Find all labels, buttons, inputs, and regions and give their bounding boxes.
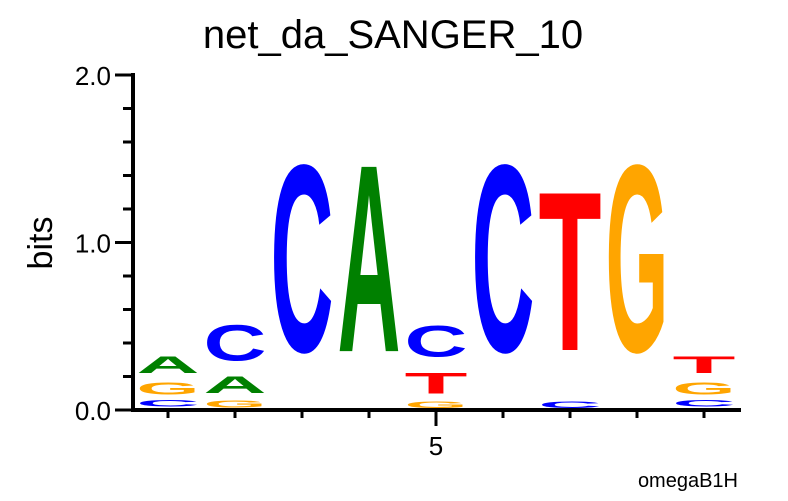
y-tick-label: 2.0 xyxy=(75,61,111,91)
letter-G-pos-8: G xyxy=(606,109,669,408)
svg-text:C: C xyxy=(405,316,468,366)
letter-C-pos-6: C xyxy=(472,110,535,409)
letter-G-pos-1: G xyxy=(137,378,200,398)
svg-text:T: T xyxy=(539,145,602,399)
svg-text:A: A xyxy=(204,371,267,398)
letter-C-pos-5: C xyxy=(405,316,468,366)
svg-text:G: G xyxy=(606,109,669,408)
svg-text:A: A xyxy=(338,110,401,409)
letter-C-pos-1: C xyxy=(137,398,200,408)
svg-text:G: G xyxy=(405,400,468,410)
letter-C-pos-7: C xyxy=(539,400,602,410)
svg-text:T: T xyxy=(673,351,736,378)
svg-text:G: G xyxy=(137,378,200,398)
y-tick-label: 0.0 xyxy=(75,396,111,426)
letter-T-pos-5: T xyxy=(405,367,468,400)
letter-T-pos-7: T xyxy=(539,145,602,399)
letter-A-pos-4: A xyxy=(338,110,401,409)
letter-C-pos-2: C xyxy=(204,315,267,372)
letter-stacks: TCGAGACCAGTCCCTGACGT xyxy=(137,109,736,410)
letter-G-pos-5: G xyxy=(405,400,468,410)
svg-text:G: G xyxy=(204,398,267,410)
svg-text:C: C xyxy=(472,110,535,409)
footer-label: omegaB1H xyxy=(638,470,738,492)
letter-G-pos-9: G xyxy=(673,378,736,398)
svg-text:C: C xyxy=(137,398,200,408)
svg-text:C: C xyxy=(204,315,267,372)
svg-text:C: C xyxy=(539,400,602,410)
x-tick-label: 5 xyxy=(429,431,443,461)
chart-title: net_da_SANGER_10 xyxy=(203,13,583,57)
y-tick-label: 1.0 xyxy=(75,229,111,259)
letter-C-pos-9: C xyxy=(673,398,736,408)
svg-text:G: G xyxy=(673,378,736,398)
y-axis-label: bits xyxy=(22,217,60,270)
letter-T-pos-9: T xyxy=(673,351,736,378)
svg-text:C: C xyxy=(271,110,334,409)
letter-G-pos-2: G xyxy=(204,398,267,410)
svg-text:T: T xyxy=(405,367,468,400)
letter-C-pos-3: C xyxy=(271,110,334,409)
letter-A-pos-2: A xyxy=(204,371,267,398)
svg-text:A: A xyxy=(137,351,200,378)
letter-A-pos-1: A xyxy=(137,351,200,378)
axes: 0.0 1.0 2.0 5 xyxy=(75,61,741,461)
svg-text:C: C xyxy=(673,398,736,408)
